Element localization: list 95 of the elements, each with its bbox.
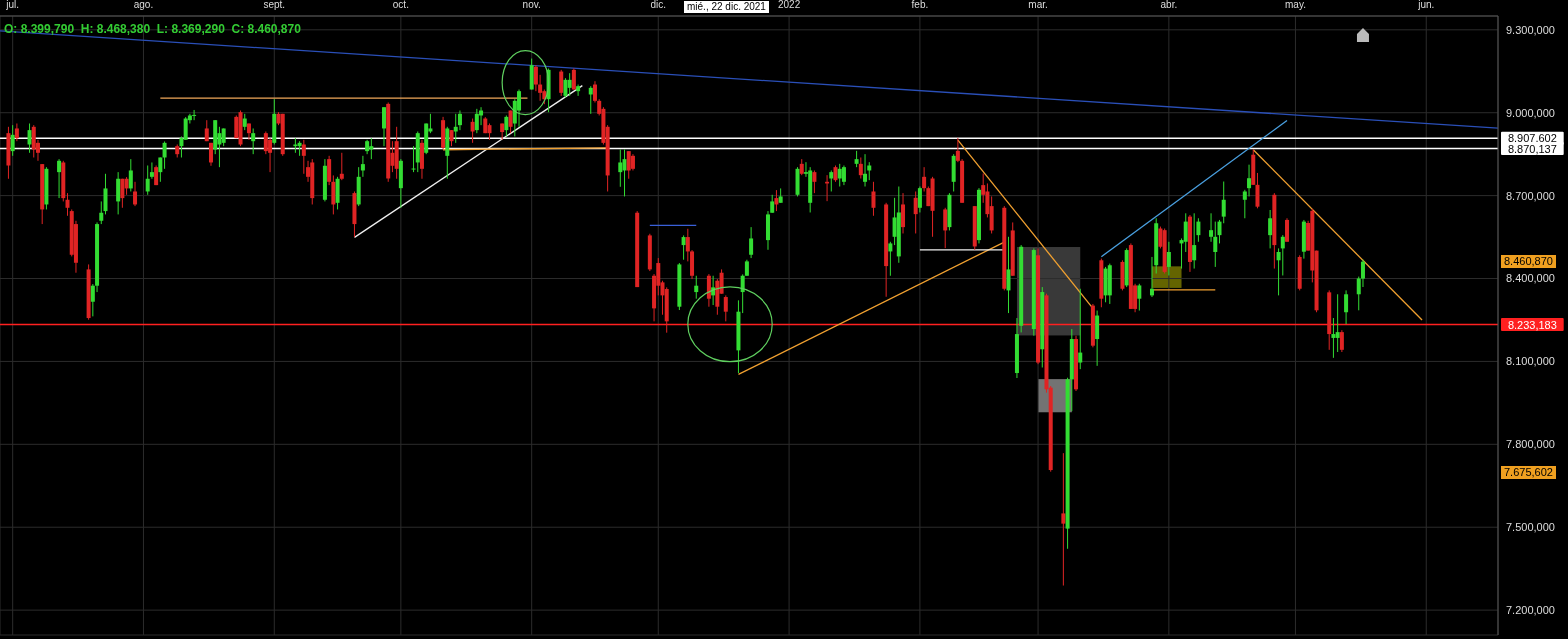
candlestick [888,241,893,277]
candlestick [10,124,15,157]
candlestick [1183,212,1188,253]
candlestick [116,171,121,215]
candlestick [626,150,631,180]
candlestick [774,189,779,212]
candlestick [749,226,754,259]
candlestick [812,169,817,194]
text: mié., 22 dic. 2021 [684,1,769,13]
candlestick [1095,310,1100,367]
candlestick [622,148,627,197]
candlestick [145,165,150,196]
x-tick-label: nov. [522,0,541,10]
x-tick-label: 2022 [777,0,801,10]
candlestick [943,207,948,249]
candlestick [576,84,581,97]
candlestick [369,137,374,160]
candlestick [500,123,505,141]
candlestick [65,192,70,217]
candlestick [829,169,834,192]
candlestick [470,118,475,144]
text: 8.460,870 [1501,254,1556,268]
candlestick [268,137,273,173]
x-tick-label: dic. [650,0,667,10]
candlestick [1280,234,1285,276]
candlestick [1078,288,1083,370]
x-tick-label: oct. [392,0,409,10]
candlestick [31,124,36,158]
ref-line-label: 8.870,137 [1507,142,1557,155]
candlestick [563,77,568,99]
y-tick-label: 8.700,000 [1506,189,1555,202]
candlestick [1255,172,1260,209]
ref-line-label: 8.233,183 [1507,318,1557,331]
candlestick [1247,164,1252,197]
x-tick-label: jun. [1417,0,1435,10]
x-tick-label: sept. [263,0,286,10]
y-tick-label: 7.800,000 [1506,438,1555,451]
candlestick [192,109,197,121]
candlestick [1137,283,1142,312]
candlestick [381,106,386,147]
candlestick [57,158,62,199]
candlestick [457,110,462,131]
candlestick [913,190,918,234]
candlestick [162,140,167,170]
candlestick [706,273,711,308]
candlestick [158,156,163,183]
candlestick [559,69,564,97]
x-tick-label: may. [1284,0,1306,10]
candlestick [841,165,846,186]
candlestick [1192,212,1197,270]
text: 7.675,602 [1501,466,1556,479]
x-tick-label: jul. [5,0,20,10]
y-tick-label: 8.400,000 [1506,272,1555,285]
candlestick [1221,181,1226,224]
x-tick-label: ago. [133,0,154,10]
candlestick [149,161,154,180]
candlestick [133,181,138,207]
candlestick [128,158,133,192]
candlestick [1339,329,1344,353]
candlestick [1166,241,1171,276]
candlestick [567,72,572,97]
candlestick [504,114,509,137]
candlestick [681,234,686,261]
candlestick [618,148,623,188]
candlestick [120,178,125,209]
candlestick [517,89,522,128]
candlestick [1344,289,1349,325]
y-tick-label: 7.200,000 [1506,604,1555,617]
candlestick [1285,217,1290,243]
candlestick [474,108,479,134]
y-tick-label: 7.500,000 [1506,521,1555,534]
candlestick [858,156,863,179]
candlestick [871,181,876,217]
candlestick [1335,293,1340,353]
candlestick [453,113,458,144]
candlestick [1061,452,1066,587]
candlestick [917,186,922,213]
candlestick [339,152,344,181]
x-tick-label: feb. [911,0,929,10]
candlestick [723,294,728,322]
candlestick [1268,209,1273,249]
candlestick [27,123,32,154]
candlestick [901,192,906,234]
candlestick [251,127,256,155]
candlestick [1331,317,1336,359]
y-tick-label: 9.300,000 [1506,23,1555,36]
candlestick [571,68,576,91]
candlestick [360,155,365,178]
x-tick-label: mar. [1028,0,1048,10]
x-tick-label: abr. [1160,0,1178,10]
candlestick [694,275,699,300]
ref-line-label: 8.907,602 [1507,132,1557,145]
y-tick-label: 8.100,000 [1506,355,1555,368]
candlestick [1006,236,1011,314]
y-tick-label: 9.000,000 [1506,106,1555,119]
